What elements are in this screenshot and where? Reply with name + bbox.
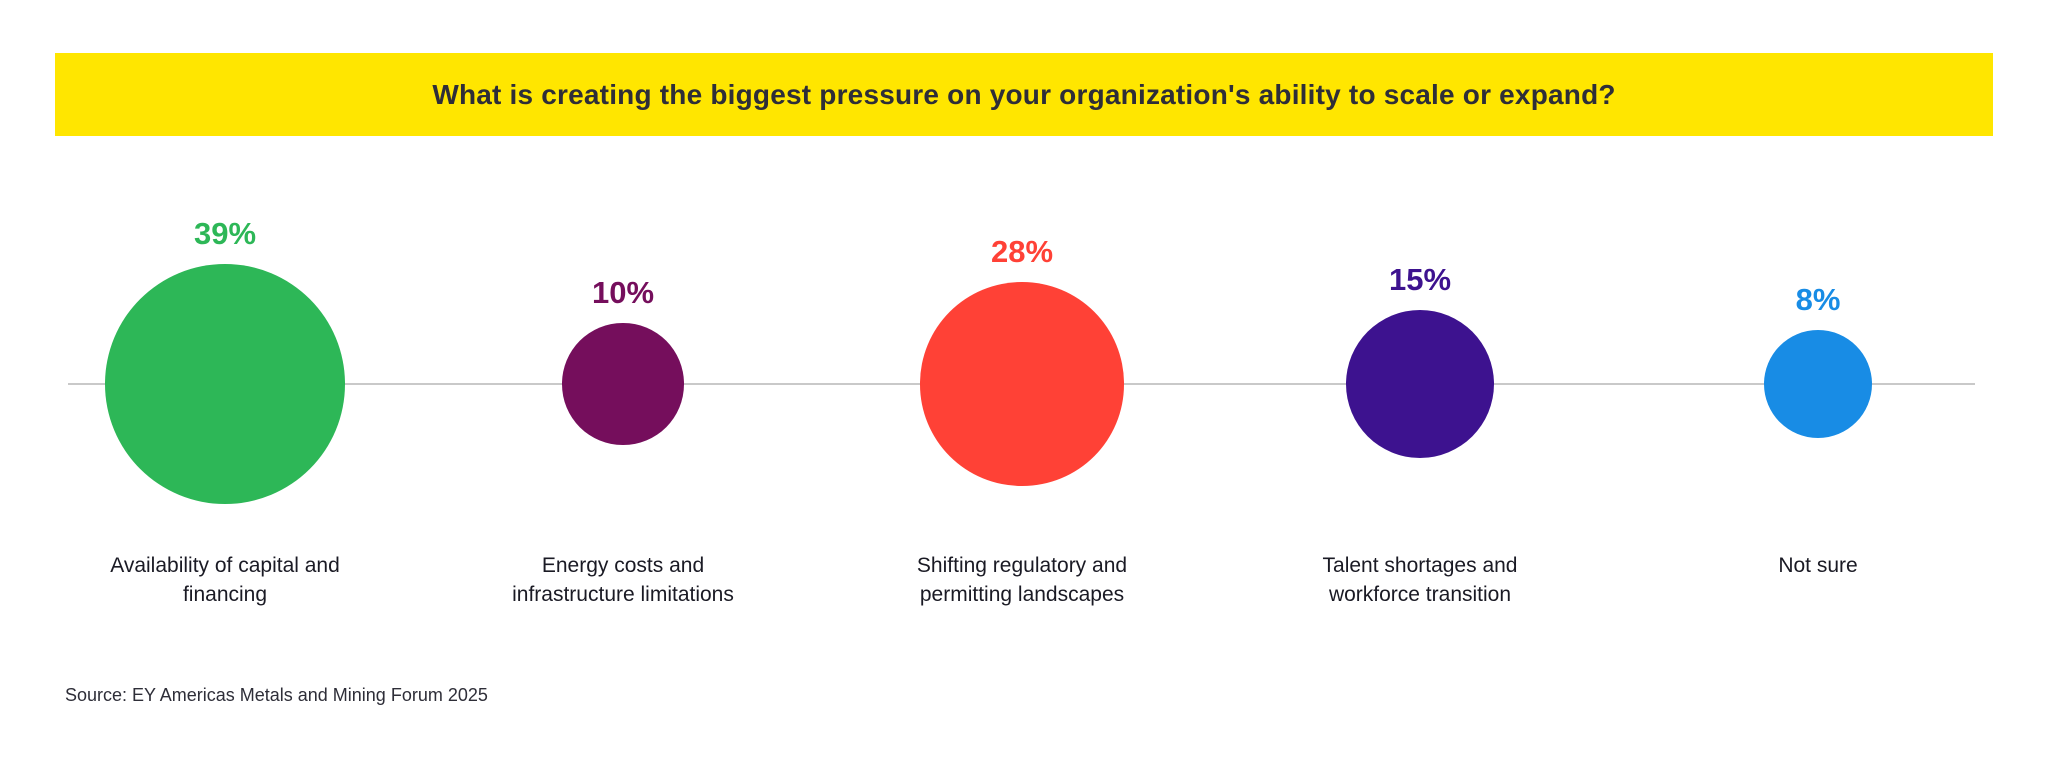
bubble-value-label: 39% [193, 216, 257, 252]
source-note: Source: EY Americas Metals and Mining Fo… [65, 685, 488, 705]
bubble-category-label: Availability of capital and financing [110, 554, 340, 606]
chart-title-banner: What is creating the biggest pressure on… [55, 53, 1993, 136]
bubble-category-label: Shifting regulatory and permitting lands… [916, 554, 1128, 606]
bubble-category-label: Not sure [1778, 554, 1858, 577]
bubble-circle [105, 264, 345, 504]
bubble-value-label: 8% [1795, 281, 1841, 317]
bubble-category-label: Talent shortages and workforce transitio… [1322, 554, 1518, 606]
bubble-circle [1345, 309, 1495, 459]
bubble-circle [920, 282, 1124, 486]
chart-title: What is creating the biggest pressure on… [432, 78, 1616, 110]
bubble-value-label: 10% [591, 275, 655, 311]
bubble-value-label: 28% [990, 234, 1054, 270]
bubble-circle [1763, 329, 1873, 439]
bubble-value-label: 15% [1388, 261, 1452, 297]
bubble-category-label: Energy costs and infrastructure limitati… [512, 554, 734, 606]
bubble-circle [562, 323, 684, 445]
